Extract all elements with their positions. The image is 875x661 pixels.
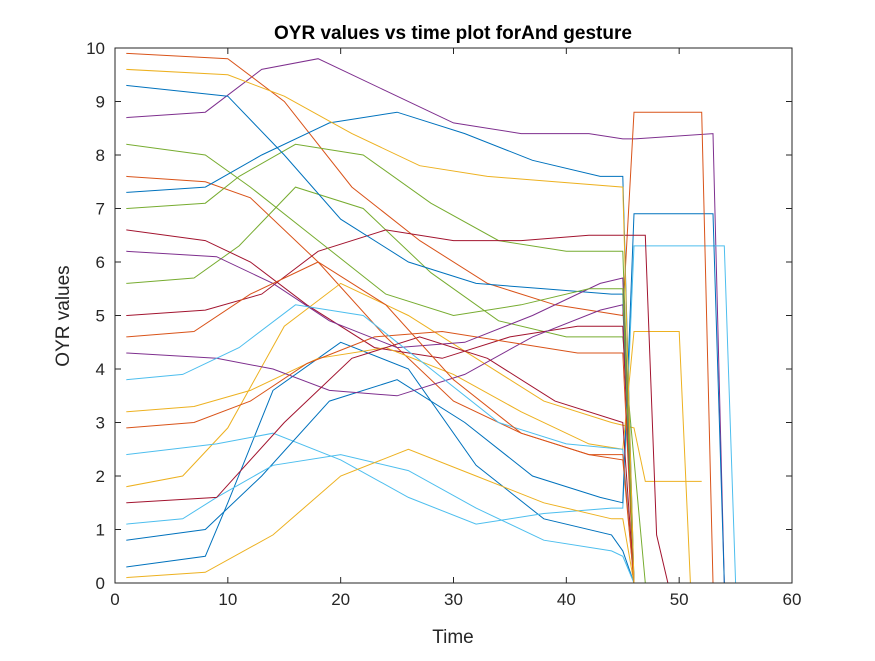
series-line-6 — [126, 245, 737, 584]
y-tick-label: 8 — [96, 146, 105, 165]
x-axis: 0 10 20 30 40 50 60 — [110, 48, 801, 609]
y-tick-label: 7 — [96, 200, 105, 219]
x-tick-label: 20 — [331, 590, 350, 609]
series-line-14 — [126, 229, 669, 584]
series-line-3 — [126, 282, 702, 488]
series-line-18 — [126, 250, 635, 584]
series-line-12 — [126, 143, 635, 584]
y-tick-label: 9 — [96, 93, 105, 112]
y-axis-label: OYR values — [53, 265, 74, 366]
x-tick-label: 0 — [110, 590, 119, 609]
chart-title: OYR values vs time plot forAnd gesture — [274, 23, 632, 44]
series-line-24 — [126, 68, 635, 584]
y-axis: 0 1 2 3 4 5 6 7 8 9 10 — [86, 39, 792, 593]
series-line-5 — [126, 186, 646, 584]
series-line-17 — [126, 448, 635, 584]
series-line-23 — [126, 261, 635, 584]
y-tick-label: 6 — [96, 253, 105, 272]
y-tick-label: 2 — [96, 467, 105, 486]
series-line-20 — [126, 304, 635, 584]
x-axis-label: Time — [432, 627, 474, 648]
series-line-22 — [126, 111, 635, 584]
y-tick-label: 4 — [96, 360, 105, 379]
y-tick-label: 0 — [96, 574, 105, 593]
x-tick-label: 30 — [444, 590, 463, 609]
series-line-16 — [126, 330, 635, 584]
x-tick-label: 50 — [670, 590, 689, 609]
series-layer — [126, 52, 737, 584]
series-line-13 — [126, 454, 635, 584]
series-line-21 — [126, 336, 635, 584]
series-line-4 — [126, 58, 725, 584]
series-line-10 — [126, 331, 691, 584]
series-line-19 — [126, 143, 635, 584]
series-line-15 — [126, 84, 635, 584]
y-tick-label: 10 — [86, 39, 105, 58]
x-tick-label: 60 — [783, 590, 802, 609]
series-line-8 — [126, 213, 725, 584]
series-line-9 — [126, 52, 714, 584]
y-tick-label: 3 — [96, 414, 105, 433]
series-line-11 — [126, 304, 635, 584]
y-tick-label: 5 — [96, 307, 105, 326]
y-tick-label: 1 — [96, 521, 105, 540]
series-line-2 — [126, 175, 635, 584]
x-tick-label: 10 — [218, 590, 237, 609]
x-tick-label: 40 — [557, 590, 576, 609]
series-line-7 — [126, 229, 635, 584]
